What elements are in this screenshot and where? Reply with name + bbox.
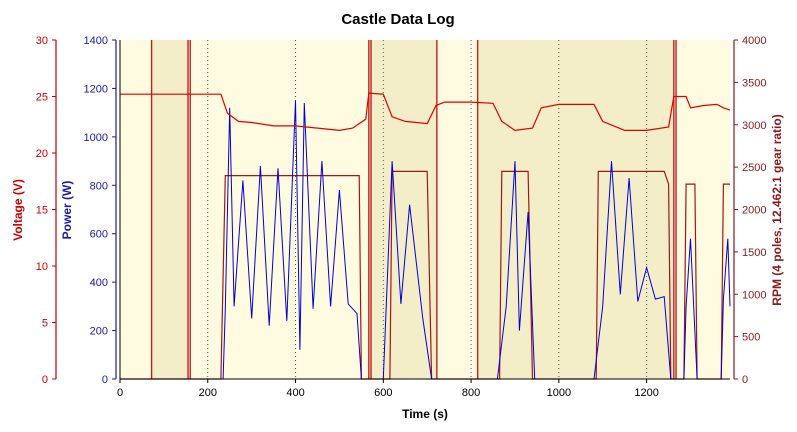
power-tick-label: 1200 — [84, 83, 108, 95]
highlight-band — [477, 40, 674, 379]
x-tick-label: 0 — [117, 387, 123, 399]
voltage-tick-label: 0 — [42, 374, 48, 386]
rpm-tick-label: 3500 — [742, 77, 766, 89]
rpm-tick-label: 500 — [742, 332, 760, 344]
highlight-band — [368, 40, 437, 379]
rpm-tick-label: 3000 — [742, 120, 766, 132]
chart-title: Castle Data Log — [341, 11, 454, 28]
x-axis-title: Time (s) — [402, 407, 448, 421]
rpm-tick-label: 1500 — [742, 247, 766, 259]
voltage-series-line — [120, 92, 731, 132]
x-tick-label: 600 — [374, 387, 392, 399]
voltage-axis-title: Voltage (V) — [11, 179, 25, 241]
axis-ticks: 0 200 400 600 800 1000 1200 0 5 10 15 20 25 30 0 200 400… — [36, 35, 767, 399]
x-tick-label: 1200 — [634, 387, 658, 399]
rpm-tick-label: 2500 — [742, 162, 766, 174]
highlight-bands — [151, 40, 674, 379]
highlight-band — [151, 40, 189, 379]
power-tick-label: 1000 — [84, 132, 108, 144]
x-tick-label: 200 — [199, 387, 217, 399]
marker-lines — [150, 40, 677, 379]
voltage-tick-label: 25 — [36, 92, 48, 104]
voltage-tick-label: 15 — [36, 205, 48, 217]
rpm-tick-label: 1000 — [742, 289, 766, 301]
x-tick-label: 1000 — [547, 387, 571, 399]
power-tick-label: 1400 — [84, 35, 108, 47]
x-tick-label: 800 — [462, 387, 480, 399]
power-tick-label: 400 — [90, 277, 108, 289]
voltage-tick-label: 10 — [36, 261, 48, 273]
power-series-line — [120, 100, 731, 380]
rpm-tick-label: 2000 — [742, 205, 766, 217]
voltage-tick-label: 30 — [36, 35, 48, 47]
power-tick-label: 600 — [90, 229, 108, 241]
power-tick-label: 200 — [90, 326, 108, 338]
rpm-tick-label: 0 — [742, 374, 748, 386]
power-axis-title: Power (W) — [60, 181, 74, 240]
power-tick-label: 0 — [102, 374, 108, 386]
rpm-axis-title: RPM (4 poles, 12.462:1 gear ratio) — [770, 114, 784, 305]
grid-lines — [207, 40, 648, 379]
x-tick-label: 400 — [286, 387, 304, 399]
voltage-tick-label: 5 — [42, 318, 48, 330]
power-tick-label: 800 — [90, 180, 108, 192]
rpm-tick-label: 4000 — [742, 35, 766, 47]
voltage-tick-label: 20 — [36, 148, 48, 160]
